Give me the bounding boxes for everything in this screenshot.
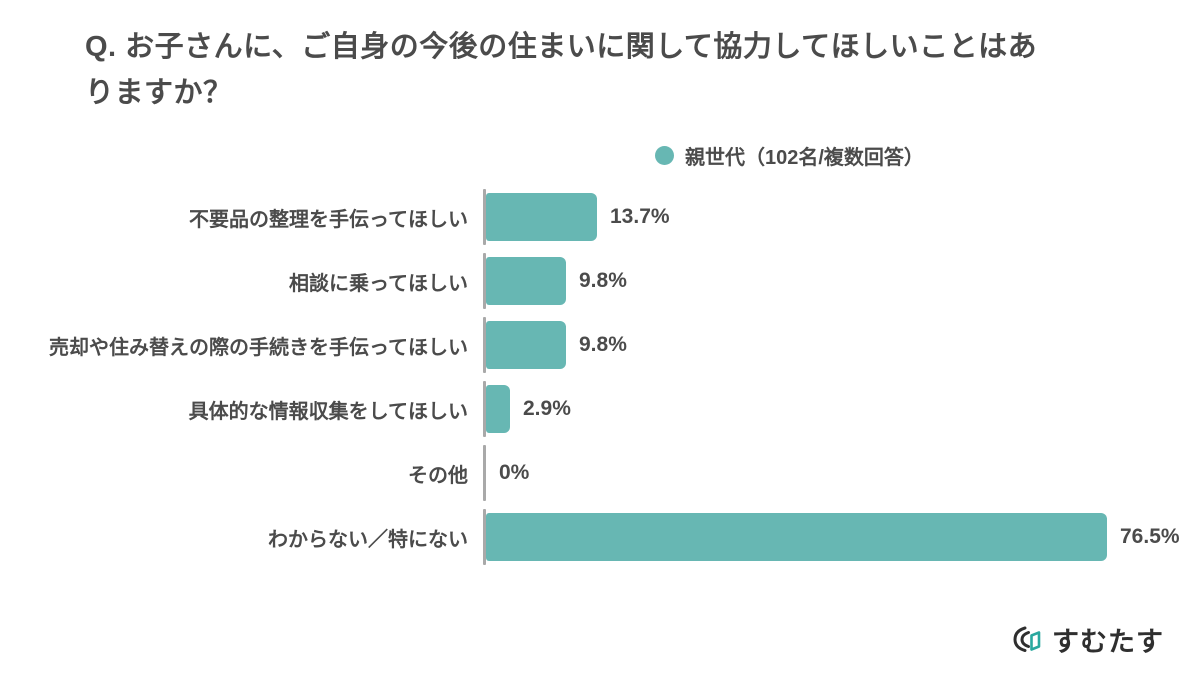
bar xyxy=(486,257,566,305)
bar xyxy=(486,193,597,241)
bar xyxy=(486,321,566,369)
chart-title-line-2: りますか？ xyxy=(85,77,233,109)
brand-logo: すむたす xyxy=(1011,620,1164,659)
category-label: 売却や住み替えの際の手続きを手伝ってほしい xyxy=(49,336,468,359)
category-label: わからない／特にない xyxy=(268,528,468,551)
value-label: 76.5% xyxy=(1120,525,1180,548)
chart-row: 不要品の整理を手伝ってほしい 13.7% xyxy=(0,185,1200,249)
axis-tick xyxy=(483,317,486,373)
bar-chart: 不要品の整理を手伝ってほしい 13.7% 相談に乗ってほしい 9.8% 売却や住み替えの… xyxy=(0,185,1200,569)
axis-tick xyxy=(483,381,486,437)
chart-row: わからない／特にない 76.5% xyxy=(0,505,1200,569)
value-label: 2.9% xyxy=(523,397,571,420)
bar xyxy=(486,385,510,433)
axis-tick xyxy=(483,509,486,565)
value-label: 0% xyxy=(499,461,530,484)
chart-title: Q. お子さんに、ご自身の今後の住まいに関して協力してほしいことはあ りますか？ xyxy=(85,24,1037,116)
chart-row: その他 0% xyxy=(0,441,1200,505)
value-label: 9.8% xyxy=(579,333,627,356)
chart-row: 売却や住み替えの際の手続きを手伝ってほしい 9.8% xyxy=(0,313,1200,377)
category-label: 具体的な情報収集をしてほしい xyxy=(188,400,468,423)
legend-label: 親世代（102名/複数回答） xyxy=(685,147,924,169)
axis-tick xyxy=(483,189,486,245)
chart-row: 具体的な情報収集をしてほしい 2.9% xyxy=(0,377,1200,441)
category-label: その他 xyxy=(408,464,468,487)
category-label: 不要品の整理を手伝ってほしい xyxy=(189,208,468,231)
axis-tick xyxy=(483,253,486,309)
legend-dot-icon xyxy=(655,146,674,165)
value-label: 13.7% xyxy=(610,205,670,228)
sumutasu-logo-icon xyxy=(1013,626,1041,652)
legend: 親世代（102名/複数回答） xyxy=(655,141,924,170)
value-label: 9.8% xyxy=(579,269,627,292)
category-label: 相談に乗ってほしい xyxy=(289,272,468,295)
chart-row: 相談に乗ってほしい 9.8% xyxy=(0,249,1200,313)
bar xyxy=(486,513,1107,561)
axis-tick xyxy=(483,445,486,501)
brand-name: すむたす xyxy=(1052,627,1164,657)
chart-title-line-1: Q. お子さんに、ご自身の今後の住まいに関して協力してほしいことはあ xyxy=(85,31,1038,63)
